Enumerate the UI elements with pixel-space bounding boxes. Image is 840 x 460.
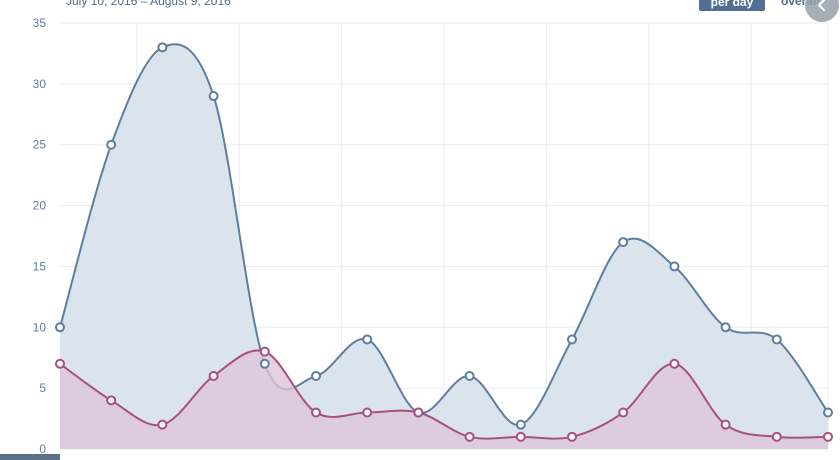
- overall-toggle[interactable]: overall: [781, 0, 820, 8]
- series-2-point: [311, 407, 321, 418]
- y-tick-label: 15: [33, 259, 47, 273]
- series-2-point: [669, 358, 680, 369]
- series-2-point: [106, 395, 117, 406]
- series-2-point: [771, 431, 782, 442]
- y-tick-label: 20: [33, 199, 47, 213]
- y-tick-label: 0: [39, 442, 46, 456]
- series-2-point: [55, 358, 65, 369]
- per-day-toggle[interactable]: per day: [699, 0, 765, 11]
- y-tick-label: 5: [39, 381, 46, 395]
- series-1-point: [157, 42, 168, 53]
- series-2-point: [464, 431, 475, 442]
- series-1-point: [515, 419, 526, 430]
- series-2-point: [618, 407, 629, 418]
- series-2-point: [157, 419, 168, 430]
- series-2-point: [259, 346, 270, 357]
- series-2-point: [515, 431, 526, 442]
- chevron-left-icon: [817, 0, 826, 11]
- series-1-point: [618, 237, 629, 248]
- series-1-point: [106, 139, 117, 150]
- series-1-point: [567, 334, 577, 345]
- axis-corner: [0, 454, 60, 460]
- y-tick-label: 30: [33, 77, 47, 91]
- series-1-point: [259, 358, 270, 369]
- series-1-point: [823, 407, 833, 418]
- series-1-point: [771, 334, 782, 345]
- series-1-point: [720, 322, 731, 333]
- series-1-point: [464, 370, 475, 381]
- y-tick-label: 35: [33, 16, 47, 30]
- y-tick-label: 25: [33, 138, 47, 152]
- series-2-point: [208, 370, 219, 381]
- series-2-point: [567, 431, 577, 442]
- series-2-point: [413, 407, 424, 418]
- series-2-line: [59, 349, 829, 440]
- series-2-point: [823, 431, 833, 442]
- series-2-area: [60, 350, 828, 449]
- series-2-point: [720, 419, 731, 430]
- series-2-point: [362, 407, 373, 418]
- series-1-point: [311, 370, 321, 381]
- series-1-point: [208, 91, 219, 102]
- series-1-area: [60, 44, 828, 450]
- series-1-point: [55, 322, 65, 333]
- series-1-point: [669, 261, 680, 272]
- date-range-label: July 10, 2016 – August 9, 2016: [66, 0, 231, 8]
- collapse-button[interactable]: [805, 0, 839, 22]
- y-tick-label: 10: [33, 320, 47, 334]
- series-1-point: [362, 334, 373, 345]
